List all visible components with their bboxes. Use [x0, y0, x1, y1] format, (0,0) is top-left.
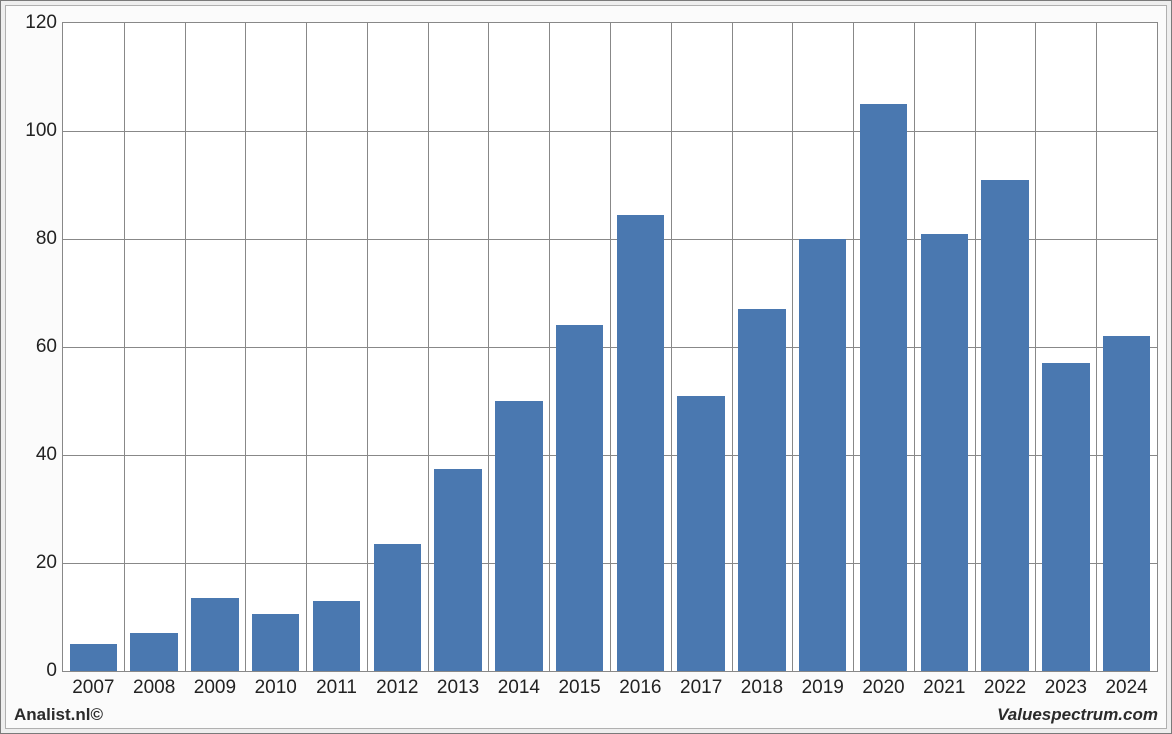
bar [434, 469, 481, 672]
bar [617, 215, 664, 671]
gridline-vertical [1035, 23, 1036, 671]
footer-left-text: Analist.nl© [14, 705, 103, 725]
x-tick-label: 2018 [741, 677, 783, 699]
bar [1042, 363, 1089, 671]
x-tick-label: 2011 [316, 677, 357, 699]
gridline-vertical [610, 23, 611, 671]
plot-area: 0204060801001202007200820092010201120122… [62, 22, 1158, 672]
x-tick-label: 2007 [72, 677, 114, 699]
bar [495, 401, 542, 671]
bar [1103, 336, 1150, 671]
x-tick-label: 2023 [1045, 677, 1087, 699]
y-tick-label: 60 [36, 336, 57, 358]
footer-right-text: Valuespectrum.com [997, 705, 1158, 725]
bar [191, 598, 238, 671]
x-tick-label: 2009 [194, 677, 236, 699]
bar [130, 633, 177, 671]
x-tick-label: 2017 [680, 677, 722, 699]
chart-inner-frame: 0 20 40 60 80 100 120 2007 2008 2009 2010 2011 2012 2… [5, 5, 1167, 729]
y-tick-label: 20 [36, 552, 57, 574]
bar [313, 601, 360, 671]
gridline-vertical [853, 23, 854, 671]
chart-wrap: 0 20 40 60 80 100 120 2007 2008 2009 2010 2011 2012 2… [12, 12, 1160, 700]
bar [556, 325, 603, 671]
gridline-vertical [185, 23, 186, 671]
bar [252, 614, 299, 671]
bar [738, 309, 785, 671]
x-tick-label: 2016 [619, 677, 661, 699]
x-tick-label: 2008 [133, 677, 175, 699]
y-tick-label: 120 [25, 12, 57, 34]
gridline-vertical [306, 23, 307, 671]
gridline-vertical [792, 23, 793, 671]
gridline-vertical [367, 23, 368, 671]
chart-outer-frame: 0 20 40 60 80 100 120 2007 2008 2009 2010 2011 2012 2… [0, 0, 1172, 734]
bar [70, 644, 117, 671]
x-tick-label: 2024 [1105, 677, 1147, 699]
x-tick-label: 2012 [376, 677, 418, 699]
gridline-vertical [245, 23, 246, 671]
gridline-vertical [428, 23, 429, 671]
bar [677, 396, 724, 671]
x-tick-label: 2014 [498, 677, 540, 699]
footer-bar: Analist.nl© Valuespectrum.com [14, 704, 1158, 726]
x-tick-label: 2013 [437, 677, 479, 699]
x-tick-label: 2021 [923, 677, 965, 699]
x-tick-label: 2022 [984, 677, 1026, 699]
gridline-vertical [914, 23, 915, 671]
bar [860, 104, 907, 671]
gridline-vertical [1096, 23, 1097, 671]
bar [374, 544, 421, 671]
gridline-vertical [732, 23, 733, 671]
bar [799, 239, 846, 671]
gridline-vertical [488, 23, 489, 671]
gridline-vertical [549, 23, 550, 671]
x-tick-label: 2019 [802, 677, 844, 699]
x-tick-label: 2010 [255, 677, 297, 699]
gridline-vertical [124, 23, 125, 671]
gridline-vertical [975, 23, 976, 671]
y-tick-label: 0 [46, 660, 57, 682]
gridline-vertical [671, 23, 672, 671]
y-tick-label: 100 [25, 120, 57, 142]
y-tick-label: 80 [36, 228, 57, 250]
bar [921, 234, 968, 671]
bar [981, 180, 1028, 671]
y-tick-label: 40 [36, 444, 57, 466]
x-tick-label: 2020 [862, 677, 904, 699]
x-tick-label: 2015 [558, 677, 600, 699]
